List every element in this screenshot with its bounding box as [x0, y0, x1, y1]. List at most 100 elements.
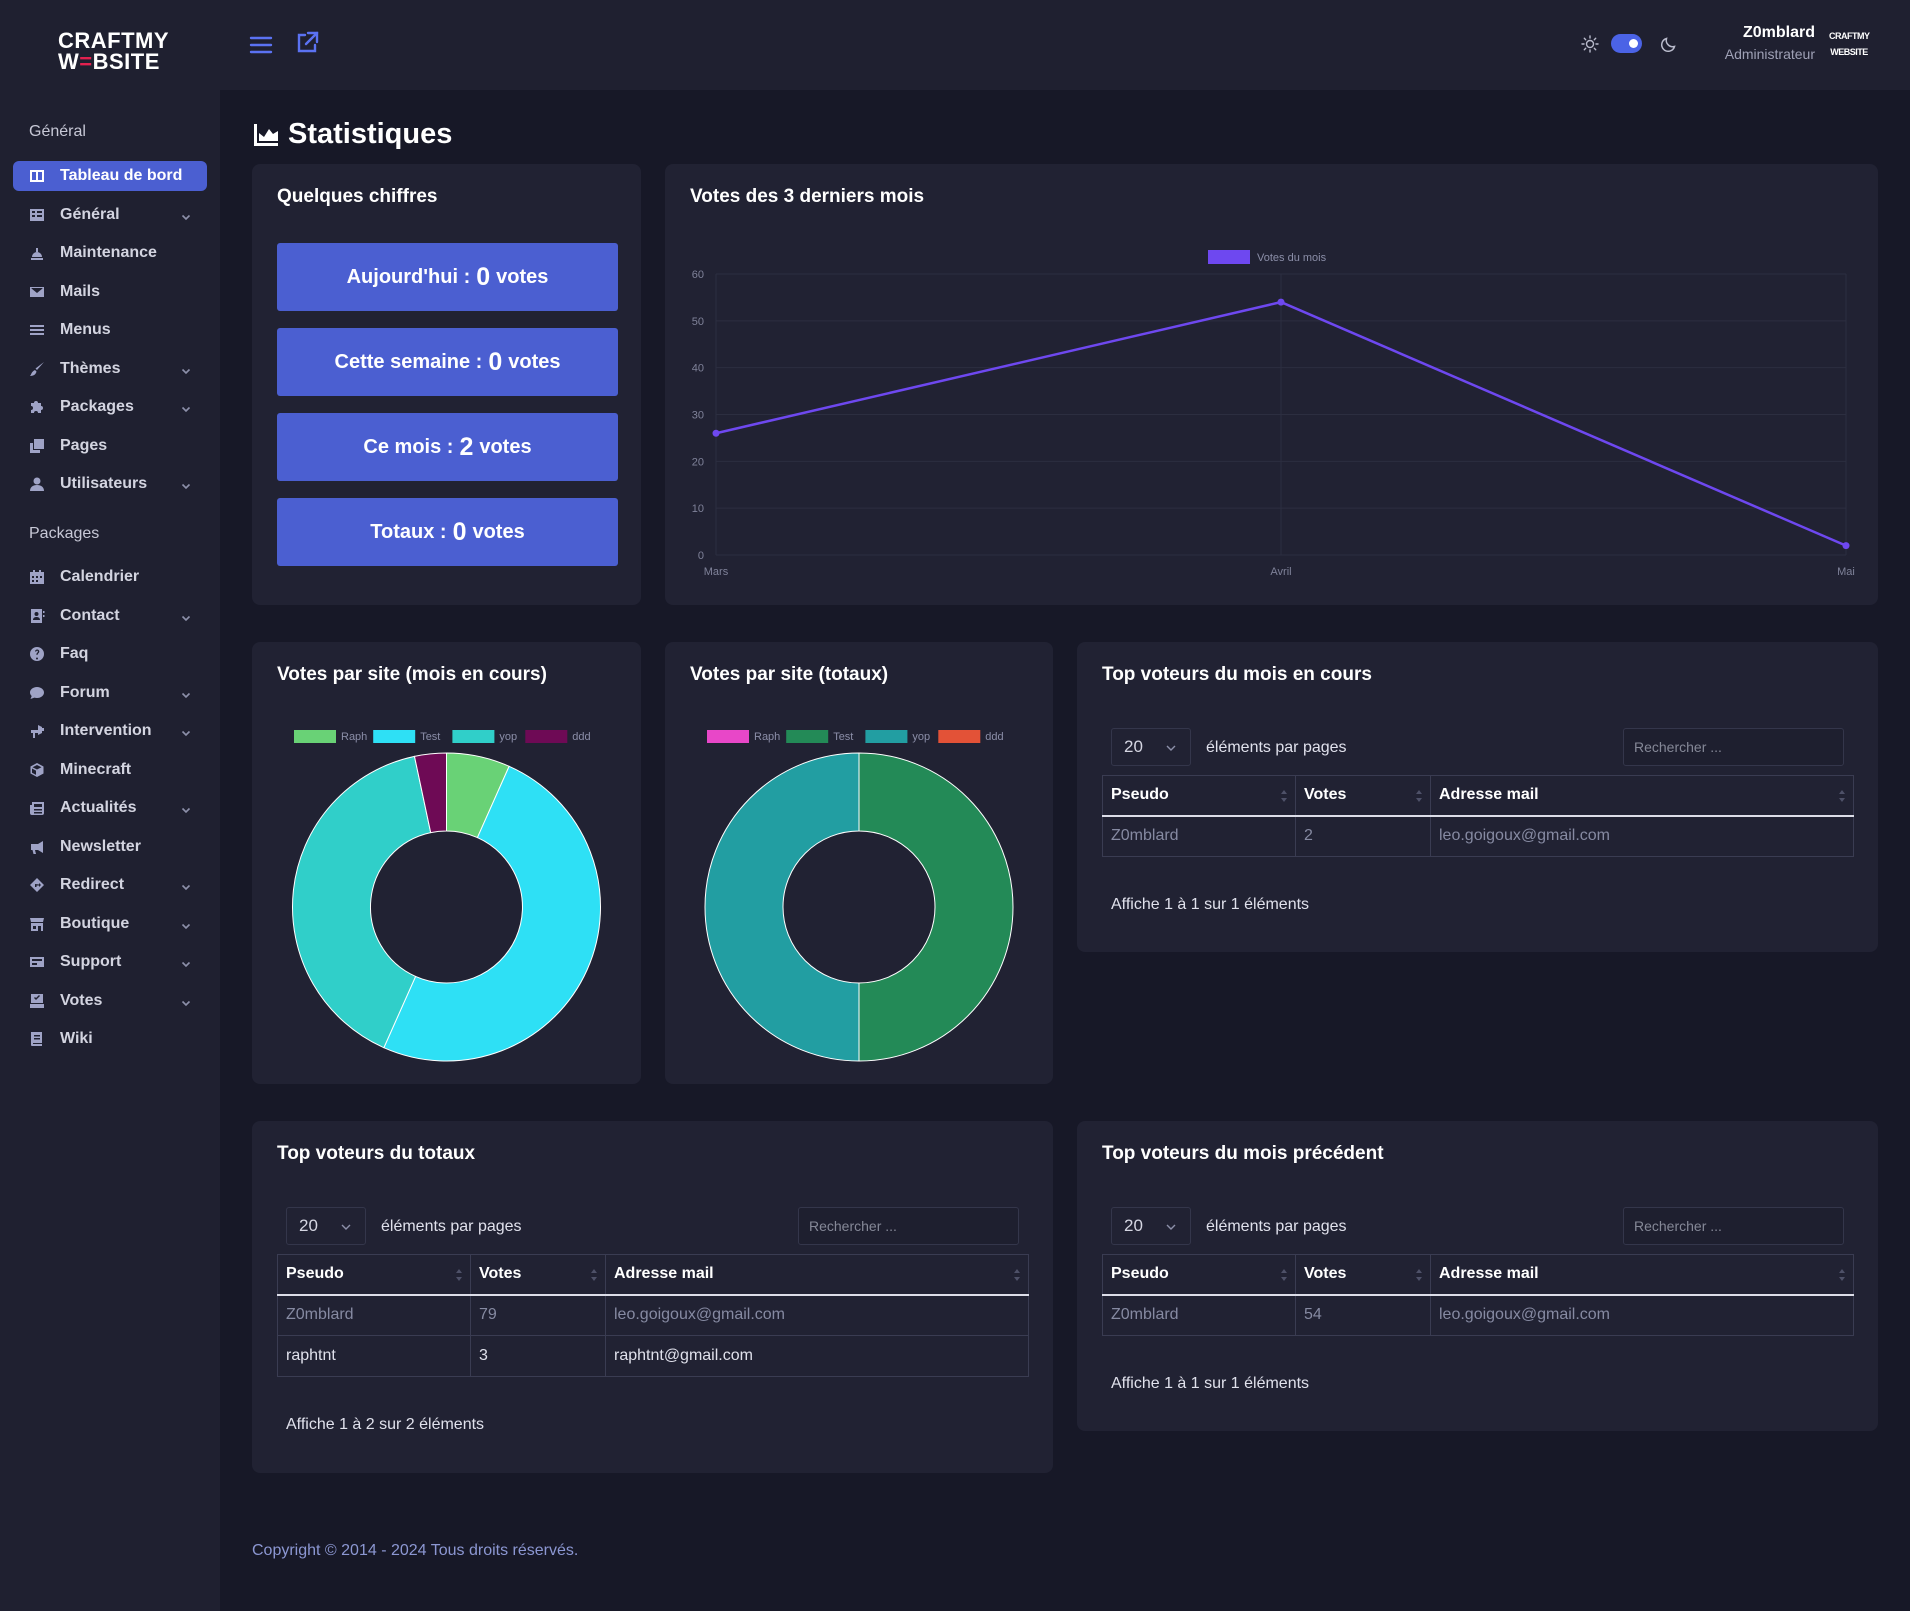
sidebar-item-intervention[interactable]: Intervention	[13, 716, 207, 746]
legend-swatch	[1208, 250, 1250, 264]
external-link-icon[interactable]	[294, 30, 320, 56]
stat-value: 0	[452, 517, 467, 546]
support-icon	[29, 954, 45, 970]
donut-month-title: Votes par site (mois en cours)	[277, 664, 547, 685]
table-header-row: Pseudo Votes Adresse mail	[1102, 775, 1854, 817]
sidebar-item-forum[interactable]: Forum	[13, 678, 207, 708]
user-name[interactable]: Z0mblard	[1742, 24, 1815, 41]
legend-label: Test	[420, 731, 440, 743]
col-header-pseudo[interactable]: Pseudo	[277, 1254, 471, 1296]
theme-toggle[interactable]	[1611, 34, 1642, 53]
sidebar-item-mails[interactable]: Mails	[13, 277, 207, 307]
legend-label: Raph	[341, 731, 367, 743]
sidebar-item-newsletter[interactable]: Newsletter	[13, 832, 207, 862]
stat-button[interactable]: Totaux :0 votes	[277, 498, 618, 566]
chevron-down-icon	[181, 725, 191, 737]
table-row: Z0mblard 79 leo.goigoux@gmail.com	[277, 1294, 1029, 1336]
stat-label: Cette semaine :	[334, 350, 483, 373]
y-tick-label: 40	[692, 363, 704, 375]
sidebar-item-support[interactable]: Support	[13, 947, 207, 977]
chart-area-icon	[254, 123, 278, 146]
brush-icon	[29, 361, 45, 377]
top-voters-month-card: Top voteurs du mois en cours 20 éléments …	[1077, 642, 1878, 952]
sidebar-item-tableau-de-bord[interactable]: Tableau de bord	[13, 161, 207, 191]
sidebar-item-votes[interactable]: Votes	[13, 986, 207, 1016]
data-point	[712, 429, 720, 437]
col-header-pseudo[interactable]: Pseudo	[1102, 775, 1296, 817]
sidebar-item-boutique[interactable]: Boutique	[13, 909, 207, 939]
voters-table: Pseudo Votes Adresse mail Z0mblard 54 leo.goi…	[1102, 1254, 1854, 1336]
news-icon	[29, 800, 45, 816]
sidebar-item-minecraft[interactable]: Minecraft	[13, 755, 207, 785]
cell-mail: leo.goigoux@gmail.com	[605, 1294, 1029, 1336]
user-icon	[29, 476, 45, 492]
sidebar-item-calendrier[interactable]: Calendrier	[13, 562, 207, 592]
sidebar-item-actualites[interactable]: Actualités	[13, 793, 207, 823]
table-search-input[interactable]: Rechercher ...	[1623, 1207, 1844, 1245]
y-tick-label: 50	[692, 316, 704, 328]
sidebar-item-redirect[interactable]: Redirect	[13, 870, 207, 900]
legend-label: ddd	[985, 731, 1003, 743]
col-header-votes[interactable]: Votes	[470, 1254, 606, 1296]
donut-total-title: Votes par site (totaux)	[690, 664, 889, 685]
col-header-pseudo[interactable]: Pseudo	[1102, 1254, 1296, 1296]
chevron-down-icon	[181, 995, 191, 1006]
logo-letter-w: W	[58, 49, 80, 74]
sidebar-item-themes[interactable]: Thèmes	[13, 354, 207, 384]
hamburger-menu-icon[interactable]	[248, 32, 274, 58]
entries-per-page-select[interactable]: 20	[1111, 1207, 1191, 1245]
y-tick-label: 20	[692, 456, 704, 468]
sidebar-section-packages: Packages	[29, 525, 100, 542]
col-header-votes[interactable]: Votes	[1295, 1254, 1431, 1296]
donut-total-card: Votes par site (totaux) Raph Test yop ddd	[665, 642, 1053, 1084]
sidebar-item-menus[interactable]: Menus	[13, 315, 207, 345]
col-header-votes[interactable]: Votes	[1295, 775, 1431, 817]
stat-unit: votes	[508, 350, 561, 373]
sidebar-item-maintenance[interactable]: Maintenance	[13, 238, 207, 268]
donut-month-chart: Raph Test yop ddd	[292, 730, 601, 1062]
stat-unit: votes	[472, 520, 525, 543]
sidebar-item-packages[interactable]: Packages	[13, 392, 207, 422]
legend-label: yop	[912, 731, 930, 743]
stat-button[interactable]: Cette semaine :0 votes	[277, 328, 618, 396]
mail-icon	[29, 284, 45, 300]
sidebar-item-label: Redirect	[60, 876, 125, 893]
sidebar-item-faq[interactable]: Faq	[13, 639, 207, 669]
table-search-input[interactable]: Rechercher ...	[798, 1207, 1019, 1245]
stat-value: 2	[459, 432, 474, 461]
entries-per-page-label: éléments par pages	[1206, 1218, 1347, 1235]
line-chart-title: Votes des 3 derniers mois	[690, 186, 925, 207]
sidebar-item-pages[interactable]: Pages	[13, 431, 207, 461]
table-row: Z0mblard 2 leo.goigoux@gmail.com	[1102, 815, 1854, 857]
entries-per-page-select[interactable]: 20	[286, 1207, 366, 1245]
theme-toggle-knob	[1629, 39, 1638, 48]
col-header-mail[interactable]: Adresse mail	[1430, 775, 1854, 817]
stat-button[interactable]: Aujourd'hui :0 votes	[277, 243, 618, 311]
sidebar-item-label: Boutique	[60, 914, 130, 932]
cell-votes: 2	[1295, 815, 1431, 857]
legend-swatch	[452, 730, 495, 743]
table-row: Z0mblard 54 leo.goigoux@gmail.com	[1102, 1294, 1854, 1336]
sidebar-item-utilisateurs[interactable]: Utilisateurs	[13, 469, 207, 499]
avatar[interactable]: CRAFTMY WEBSITE	[1829, 26, 1870, 64]
stats-card-title: Quelques chiffres	[277, 186, 438, 207]
entries-per-page-select[interactable]: 20	[1111, 728, 1191, 766]
table-search-input[interactable]: Rechercher ...	[1623, 728, 1844, 766]
voters-table: Pseudo Votes Adresse mail Z0mblard 79 leo.goi…	[277, 1254, 1029, 1377]
craftmywebsite-logo[interactable]: CRAFTMY W=BSITE	[58, 30, 169, 74]
sidebar-item-wiki[interactable]: Wiki	[13, 1024, 207, 1054]
comment-icon	[29, 685, 45, 701]
chevron-down-icon	[181, 209, 191, 220]
col-header-mail[interactable]: Adresse mail	[1430, 1254, 1854, 1296]
sidebar-item-contact[interactable]: Contact	[13, 601, 207, 631]
y-tick-label: 60	[692, 269, 704, 281]
legend-label: Votes du mois	[1257, 252, 1327, 264]
sidebar-item-general[interactable]: Général	[13, 200, 207, 230]
entries-per-page-label: éléments par pages	[381, 1218, 522, 1235]
stat-button[interactable]: Ce mois :2 votes	[277, 413, 618, 481]
col-header-mail[interactable]: Adresse mail	[605, 1254, 1029, 1296]
tools-icon	[29, 723, 45, 739]
cell-pseudo: Z0mblard	[277, 1294, 471, 1336]
top-voters-total-card: Top voteurs du totaux 20 éléments par pag…	[252, 1121, 1053, 1473]
logo-letters-bsite: BSITE	[92, 49, 160, 74]
